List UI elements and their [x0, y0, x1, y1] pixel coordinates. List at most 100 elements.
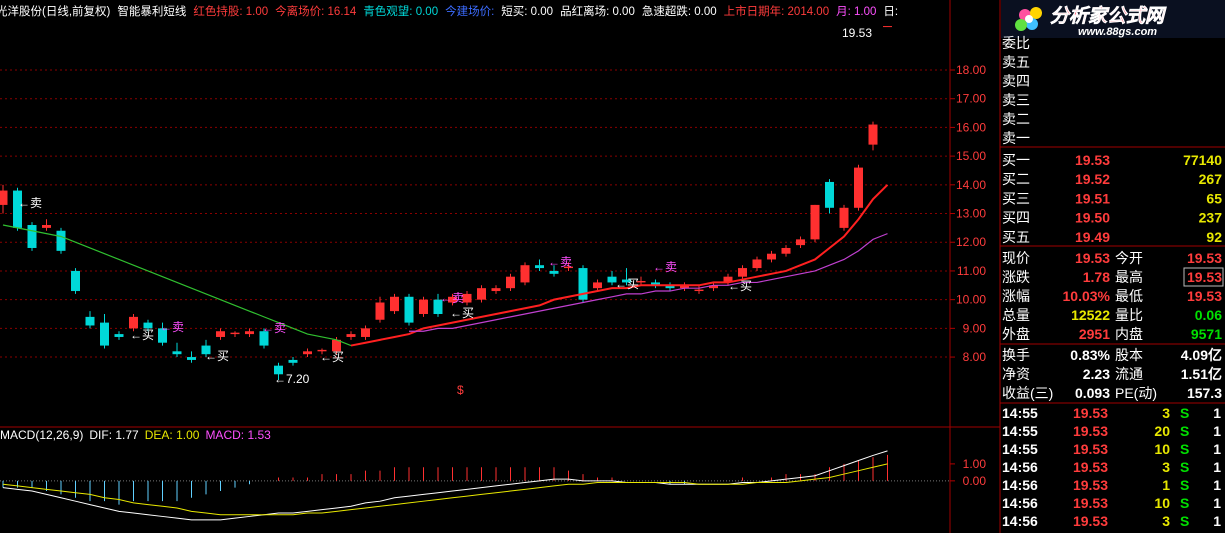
candle-body — [187, 357, 196, 360]
quote-value: 1.51亿 — [1181, 366, 1222, 382]
candle-body — [13, 190, 22, 228]
quote-value: 9571 — [1191, 326, 1222, 342]
trade-side: S — [1180, 441, 1189, 457]
candle-body — [245, 331, 254, 335]
candle-body — [230, 332, 240, 335]
y-tick-label: 9.00 — [963, 321, 987, 335]
candle-body — [129, 316, 138, 329]
candle-body — [680, 285, 689, 289]
y-tick-label: 18.00 — [956, 63, 986, 77]
signal-label: ←买 — [130, 328, 154, 342]
logo-petal — [1030, 7, 1042, 19]
candle-body — [723, 276, 733, 283]
sell-label: 卖一 — [1002, 130, 1030, 146]
candle-body — [738, 268, 747, 277]
candle-body — [201, 345, 211, 355]
candle-body — [42, 225, 51, 228]
sell-label: 卖三 — [1002, 92, 1030, 108]
quote-value: 0.83% — [1070, 347, 1110, 363]
y-tick-label: 11.00 — [957, 264, 986, 278]
candle-body — [71, 270, 80, 292]
trade-time: 14:55 — [1002, 423, 1038, 439]
header-item: 上市日期年: 2014.00 — [724, 4, 829, 18]
trade-price: 19.53 — [1073, 459, 1108, 475]
candle-body — [361, 328, 370, 337]
quote-label: 流通 — [1115, 366, 1143, 382]
signal-label: ←7.20 — [274, 372, 310, 386]
candle-body — [868, 124, 878, 145]
candle-body — [346, 334, 356, 337]
dif-line — [2, 450, 888, 521]
signal-label: ←卖 — [548, 255, 572, 269]
quote-value: 2951 — [1079, 326, 1110, 342]
quote-label: 最低 — [1115, 288, 1143, 304]
trade-volume: 3 — [1162, 405, 1170, 421]
trade-time: 14:56 — [1002, 459, 1038, 475]
candle-body — [593, 282, 602, 289]
candle-body — [825, 181, 834, 208]
trade-time: 14:55 — [1002, 441, 1038, 457]
quote-label: 外盘 — [1002, 326, 1030, 342]
candle-body — [100, 322, 109, 346]
quote-value: 19.53 — [1187, 288, 1222, 304]
candle-body — [535, 265, 544, 269]
ma-line — [350, 184, 889, 347]
candle-body — [448, 296, 457, 303]
candle-body — [27, 225, 37, 248]
quote-label: 内盘 — [1115, 326, 1143, 342]
signal-label: ←买 — [615, 277, 639, 291]
buy-price: 19.49 — [1075, 229, 1110, 245]
trade-count: 1 — [1213, 441, 1221, 457]
quote-value: 157.3 — [1187, 385, 1222, 401]
y-tick-label: 8.00 — [963, 350, 987, 364]
quote-label: 涨幅 — [1002, 288, 1030, 304]
buy-price: 19.51 — [1075, 190, 1110, 206]
header-item: 青色观望: 0.00 — [363, 4, 438, 18]
header-item: 急速超跌: 0.00 — [642, 4, 717, 18]
quote-label: 收益(三) — [1002, 385, 1053, 401]
candle-body — [607, 276, 617, 283]
ma-line — [409, 233, 888, 332]
candle-body — [288, 359, 298, 363]
quote-value: 2.23 — [1083, 366, 1110, 382]
trade-side: S — [1180, 477, 1189, 493]
candle-body — [752, 259, 762, 269]
signal-label: ←卖 — [653, 260, 677, 274]
candle-body — [259, 331, 269, 346]
quote-label: PE(动) — [1115, 385, 1157, 401]
header-item: 短买: 0.00 — [501, 4, 553, 18]
quote-label: 现价 — [1002, 250, 1030, 266]
trade-price: 19.53 — [1073, 495, 1108, 511]
candle-body — [564, 266, 573, 269]
quote-label: 今开 — [1115, 250, 1143, 266]
candle-body — [274, 365, 283, 375]
trade-time: 14:55 — [1002, 405, 1038, 421]
sell-label: 卖二 — [1002, 111, 1030, 127]
quote-value: 19.53 — [1187, 269, 1222, 285]
candle-body — [56, 230, 66, 251]
header-item: 今建场价: — [445, 4, 494, 18]
logo-bg — [1001, 0, 1225, 38]
header-item: 今离场价: 16.14 — [275, 4, 357, 18]
buy-volume: 237 — [1199, 210, 1223, 226]
logo-title: 分析家公式网 — [1050, 5, 1167, 27]
trade-count: 1 — [1213, 459, 1221, 475]
signal-label: $ — [457, 383, 464, 397]
buy-label: 买四 — [1002, 210, 1030, 226]
candle-body — [0, 190, 8, 205]
trade-time: 14:56 — [1002, 495, 1038, 511]
candle-body — [796, 239, 805, 246]
candle-body — [303, 351, 312, 355]
candle-body — [462, 293, 472, 303]
macd-label: DIF: 1.77 — [89, 428, 139, 442]
signal-label: ←买 — [205, 349, 229, 363]
y-tick-label: 10.00 — [956, 293, 986, 307]
buy-label: 买二 — [1002, 171, 1030, 187]
trade-volume: 20 — [1154, 423, 1170, 439]
quote-value: 0.093 — [1075, 385, 1110, 401]
signal-label: ←卖 — [440, 291, 464, 305]
candle-body — [709, 285, 718, 289]
header-item: 日: — [883, 6, 898, 18]
